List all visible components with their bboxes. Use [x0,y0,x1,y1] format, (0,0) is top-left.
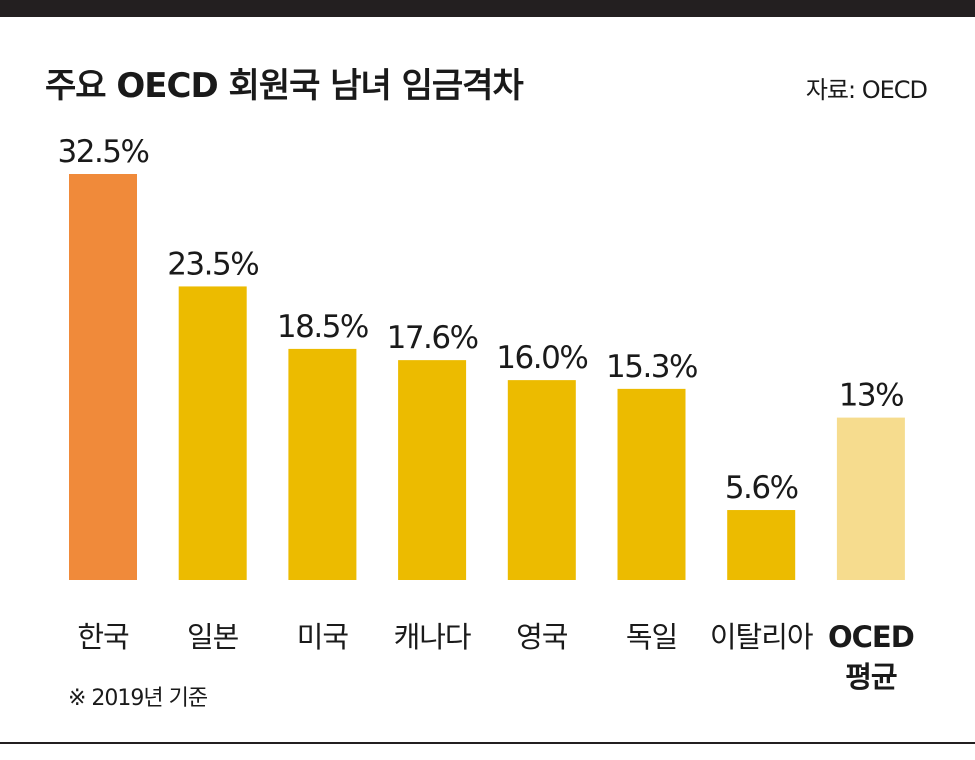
bar-1 [178,286,247,580]
bar-3 [398,360,467,580]
source-note: 자료: OECD [805,76,928,104]
category-label-7: OCED 평균 [828,620,914,694]
value-label-1: 23.5% [167,246,258,282]
value-label-4: 16.0% [496,340,587,376]
value-label-7: 13% [839,378,903,414]
value-label-0: 32.5% [58,134,149,170]
bar-5 [617,388,686,580]
bar-2 [288,348,357,580]
category-label-4: 영국 [516,620,568,654]
category-label-5: 독일 [626,620,677,654]
value-label-5: 15.3% [606,349,697,385]
category-label-6: 이탈리아 [710,620,813,654]
bottom-rule [0,742,975,744]
value-label-3: 17.6% [387,320,478,356]
bar-6 [727,510,796,580]
bar-0 [69,174,137,580]
category-label-1: 일본 [187,620,239,654]
value-label-2: 18.5% [277,309,368,345]
bar-7 [836,417,905,580]
category-label-3: 캐나다 [394,620,471,654]
top-bar [0,0,975,17]
chart-title: 주요 OECD 회원국 남녀 임금격차 [45,66,524,106]
category-label-2: 미국 [297,620,349,654]
bar-4 [507,380,576,580]
value-label-6: 5.6% [725,470,798,506]
category-label-0: 한국 [77,620,129,654]
footnote: ※ 2019년 기준 [68,686,208,711]
